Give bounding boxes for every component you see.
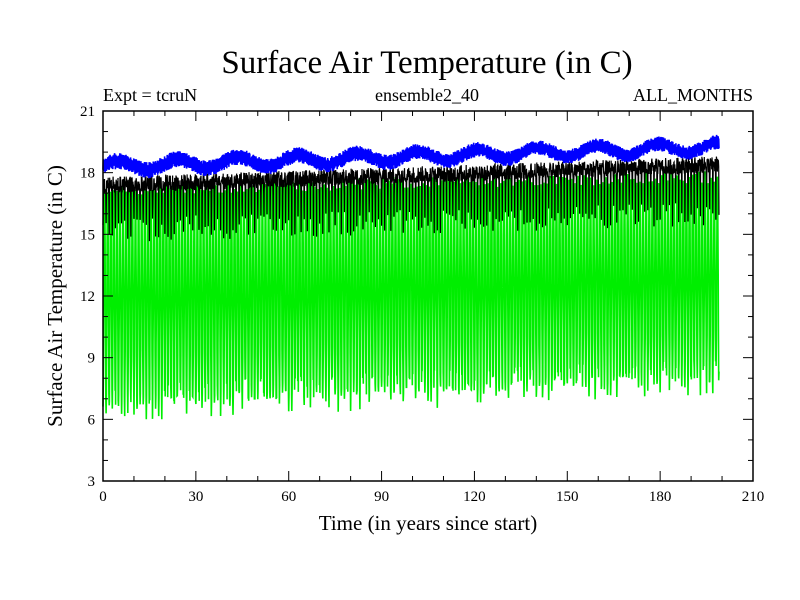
y-tick-label: 18 — [80, 166, 95, 182]
series-layer — [102, 134, 720, 420]
y-tick-label: 15 — [80, 227, 95, 243]
x-axis-label: Time (in years since start) — [319, 511, 538, 535]
x-tick-label: 0 — [99, 489, 107, 505]
y-tick-label: 6 — [88, 412, 96, 428]
chart-subtitle-center: ensemble2_40 — [375, 85, 479, 105]
x-tick-label: 30 — [188, 489, 203, 505]
x-tick-label: 60 — [281, 489, 296, 505]
series-line-blue — [102, 134, 720, 179]
x-tick-label: 210 — [742, 489, 765, 505]
chart-title: Surface Air Temperature (in C) — [221, 45, 632, 81]
y-tick-label: 12 — [80, 289, 95, 305]
x-tick-label: 90 — [374, 489, 389, 505]
y-tick-label: 3 — [88, 474, 96, 490]
series-line-black — [102, 156, 720, 242]
chart-subtitle-left: Expt = tcruN — [103, 85, 197, 105]
y-tick-label: 9 — [88, 351, 96, 367]
x-tick-label: 150 — [556, 489, 579, 505]
x-tick-label: 180 — [649, 489, 672, 505]
axes-layer: 0 30 60 90 120 150 180 210 3 6 9 12 15 18 21 — [80, 104, 764, 505]
y-axis-label: Surface Air Temperature (in C) — [43, 165, 67, 427]
series-line-green — [102, 171, 720, 420]
chart-subtitle-right: ALL_MONTHS — [633, 85, 753, 105]
x-tick-label: 120 — [463, 489, 486, 505]
y-tick-label: 21 — [80, 104, 95, 120]
